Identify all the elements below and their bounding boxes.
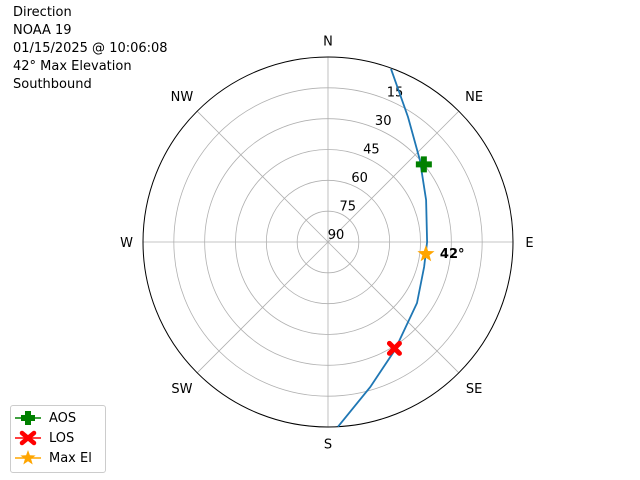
legend-item-max-el: Max El: [11, 448, 92, 468]
radial-tick-label: 90: [328, 228, 345, 243]
legend-item-aos: AOS: [11, 408, 76, 428]
max-el-marker: [417, 245, 435, 262]
radial-tick-label: 30: [375, 114, 392, 129]
radial-tick-label: 45: [363, 143, 380, 158]
x-marker-icon: [15, 430, 41, 446]
theta-tick-label: S: [324, 437, 332, 452]
legend: AOS LOS Max El: [10, 405, 106, 473]
theta-tick-label: NW: [171, 90, 194, 105]
title-line: NOAA 19: [13, 23, 72, 38]
title-line: Direction: [13, 5, 72, 20]
theta-tick-label: SW: [171, 382, 192, 397]
theta-tick-label: W: [120, 236, 133, 251]
legend-label: Max El: [49, 450, 92, 466]
theta-tick-label: NE: [465, 90, 483, 105]
max-el-annotation: 42°: [440, 247, 465, 262]
grid-spoke: [327, 241, 460, 374]
legend-label: AOS: [49, 410, 77, 426]
legend-label: LOS: [49, 430, 75, 446]
radial-tick-label: 75: [340, 200, 357, 215]
star-marker-icon: [15, 450, 41, 465]
theta-tick-label: E: [525, 236, 533, 251]
aos-marker: [415, 156, 432, 173]
title-line: Southbound: [13, 77, 92, 92]
grid-spoke: [196, 110, 329, 243]
los-marker: [386, 340, 402, 356]
plus-marker-icon: [15, 411, 41, 425]
title-line: 42° Max Elevation: [13, 59, 132, 74]
theta-tick-label: N: [323, 35, 333, 50]
title-line: 01/15/2025 @ 10:06:08: [13, 41, 168, 56]
grid-spoke: [327, 110, 460, 243]
plot-title: Direction NOAA 19 01/15/2025 @ 10:06:08 …: [13, 4, 168, 94]
radial-tick-label: 60: [351, 171, 368, 186]
legend-item-los: LOS: [11, 428, 74, 448]
grid-spoke: [196, 241, 329, 374]
polar-frame: [142, 56, 514, 428]
theta-tick-label: SE: [466, 382, 482, 397]
